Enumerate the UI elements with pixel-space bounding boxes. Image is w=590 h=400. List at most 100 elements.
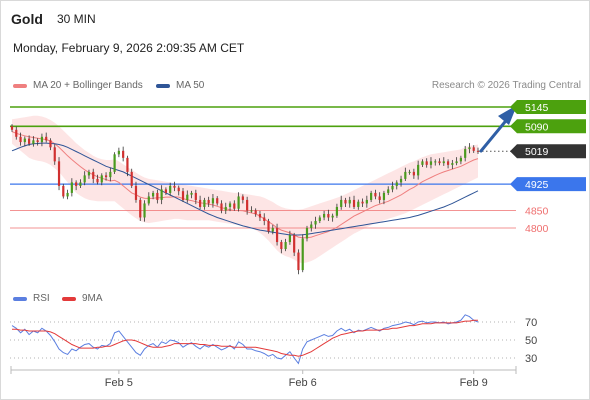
candle-body: [53, 147, 56, 162]
candle-body: [160, 189, 163, 200]
candle-body: [207, 199, 210, 204]
candle: [156, 189, 159, 204]
candle-body: [134, 185, 138, 200]
candle-body: [79, 182, 82, 186]
candle: [104, 172, 108, 181]
candle-body: [28, 138, 31, 144]
candle-body: [92, 171, 95, 179]
candle-body: [284, 242, 287, 250]
candle-body: [100, 175, 103, 183]
candle-body: [442, 161, 445, 164]
legend-ma20-label: MA 20 + Bollinger Bands: [33, 80, 143, 91]
rsi-tick-label: 50: [525, 335, 537, 347]
candle: [190, 190, 193, 199]
candle-body: [271, 228, 274, 232]
candle: [399, 175, 403, 187]
candle-body: [23, 138, 26, 143]
candle-body: [429, 161, 433, 165]
x-tick-label: Feb 6: [289, 377, 317, 389]
candle: [70, 178, 73, 197]
candle-body: [104, 175, 108, 178]
candle-body: [387, 189, 390, 193]
candle: [49, 138, 52, 151]
candle: [472, 145, 475, 153]
candle: [177, 185, 180, 196]
candle: [75, 180, 78, 191]
candle-body: [70, 182, 73, 193]
forecast-arrow-shaft: [479, 115, 511, 153]
candle-body: [233, 203, 236, 209]
candle-body: [280, 242, 283, 250]
candle-body: [374, 192, 377, 197]
candle-body: [228, 203, 232, 207]
candle: [429, 157, 433, 169]
candle: [335, 203, 339, 218]
candle-body: [370, 192, 373, 200]
forecast-arrow-head: [498, 105, 517, 125]
rsi-tick-label: 30: [525, 353, 537, 365]
candle-body: [19, 136, 22, 143]
candle: [374, 189, 377, 200]
candle-body: [224, 206, 227, 211]
candle-body: [109, 171, 112, 178]
candle: [130, 168, 133, 189]
candle: [378, 192, 381, 204]
legend-ma50: MA 50: [156, 80, 204, 91]
candle: [322, 210, 326, 221]
rsi-ma-swatch: [62, 296, 76, 301]
candle-body: [455, 161, 458, 164]
candle-body: [181, 191, 185, 200]
candle: [228, 201, 232, 212]
candle-body: [220, 203, 223, 211]
candle: [412, 168, 415, 179]
legend-rsi-ma: 9MA: [62, 293, 103, 304]
candle-body: [301, 238, 304, 271]
candle: [143, 200, 146, 222]
candle-body: [130, 171, 133, 186]
level-tag-5019: [510, 144, 586, 159]
candle: [23, 136, 26, 147]
level-label-5090: 5090: [525, 121, 549, 133]
candle: [404, 167, 407, 182]
legend-ma50-label: MA 50: [176, 80, 205, 91]
candle: [83, 171, 86, 186]
candle: [160, 185, 163, 205]
candle: [348, 196, 351, 208]
candle-body: [314, 220, 317, 225]
instrument-title: Gold: [11, 11, 43, 27]
x-tick-label: Feb 5: [105, 377, 133, 389]
candle: [134, 181, 138, 203]
candle: [211, 193, 215, 208]
candle-body: [203, 199, 206, 207]
candle: [476, 147, 480, 154]
candle: [327, 209, 330, 221]
candle: [344, 197, 347, 207]
candle-body: [32, 140, 35, 144]
candle-body: [216, 198, 219, 204]
candle: [122, 146, 125, 162]
candle-body: [62, 185, 65, 197]
candle-body: [476, 150, 480, 152]
candle: [181, 188, 185, 203]
x-tick-label: Feb 9: [460, 377, 488, 389]
candle-body: [83, 175, 86, 183]
candle-body: [75, 182, 78, 186]
candle: [62, 183, 65, 199]
candle: [267, 218, 270, 234]
candle: [271, 224, 274, 235]
candle: [19, 132, 22, 146]
candle-body: [186, 194, 189, 200]
candle-body: [310, 224, 313, 228]
candle: [117, 147, 120, 158]
candle: [32, 136, 35, 147]
candle: [438, 158, 441, 166]
candle: [455, 157, 458, 166]
candle-body: [263, 217, 266, 221]
candle-body: [169, 185, 172, 193]
candle: [113, 152, 116, 174]
candle: [446, 159, 450, 169]
level-label-4800: 4800: [525, 223, 549, 235]
candle-body: [156, 192, 159, 200]
candle-body: [399, 178, 403, 183]
